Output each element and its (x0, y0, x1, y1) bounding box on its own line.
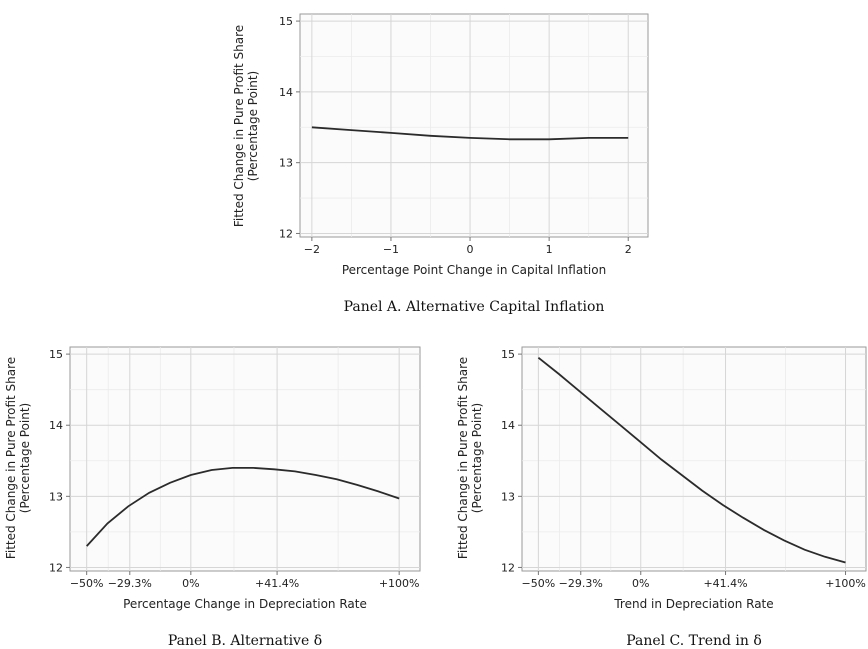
panel-b: 12 13 14 15 −50% −29.3% 0% +41.4% +100% Percentag… (4, 346, 421, 649)
y-axis-title-line1: Fitted Change in Pure Profit Share (456, 357, 470, 559)
x-tick-label: −2 (304, 243, 320, 256)
plot-area (521, 346, 867, 572)
y-axis-title: Fitted Change in Pure Profit Share(Perce… (232, 25, 260, 227)
y-tick-label: 15 (501, 348, 515, 361)
y-tick-label: 12 (49, 561, 63, 574)
x-axis-title: Percentage Change in Depreciation Rate (123, 597, 367, 611)
y-axis-title-line2: (Percentage Point) (18, 403, 32, 513)
plot-area (69, 346, 421, 572)
x-tick-label: 2 (625, 243, 632, 256)
x-tick-label: +100% (825, 577, 866, 590)
series-line (537, 356, 846, 564)
x-tick-label: +100% (379, 577, 420, 590)
x-tick-label: 0 (467, 243, 474, 256)
plot-area (299, 13, 649, 238)
x-axis-title: Percentage Point Change in Capital Infla… (342, 263, 606, 277)
series-line (311, 126, 629, 141)
x-tick-label: −29.3% (559, 577, 603, 590)
y-axis-title-line2: (Percentage Point) (470, 403, 484, 513)
series-line (86, 467, 400, 547)
x-tick-label: −50% (70, 577, 104, 590)
y-tick-label: 12 (501, 561, 515, 574)
x-tick-label: 0% (182, 577, 199, 590)
y-axis-title-line2: (Percentage Point) (246, 71, 260, 181)
panel-caption: Panel C. Trend in δ (626, 633, 762, 649)
y-axis-title: Fitted Change in Pure Profit Share(Perce… (4, 357, 32, 559)
x-tick-label: −50% (522, 577, 556, 590)
panel-c: 12 13 14 15 −50% −29.3% 0% +41.4% +100% Trend in … (456, 346, 867, 649)
y-tick-label: 14 (279, 86, 293, 99)
y-tick-label: 14 (501, 419, 515, 432)
x-tick-label: +41.4% (255, 577, 299, 590)
x-tick-label: 1 (546, 243, 553, 256)
y-tick-label: 14 (49, 419, 63, 432)
y-tick-label: 15 (279, 15, 293, 28)
y-tick-label: 13 (49, 490, 63, 503)
x-tick-label: 0% (632, 577, 649, 590)
y-tick-label: 12 (279, 227, 293, 240)
y-axis-title-line1: Fitted Change in Pure Profit Share (232, 25, 246, 227)
y-tick-label: 13 (501, 490, 515, 503)
x-tick-label: +41.4% (703, 577, 747, 590)
y-axis-title-line1: Fitted Change in Pure Profit Share (4, 357, 18, 559)
y-axis-title: Fitted Change in Pure Profit Share(Perce… (456, 357, 484, 559)
x-tick-label: −1 (383, 243, 399, 256)
x-axis-title: Trend in Depreciation Rate (613, 597, 773, 611)
x-tick-label: −29.3% (108, 577, 152, 590)
y-tick-label: 13 (279, 157, 293, 170)
y-tick-label: 15 (49, 348, 63, 361)
panel-caption: Panel A. Alternative Capital Inflation (344, 299, 605, 315)
panel-caption: Panel B. Alternative δ (168, 633, 322, 649)
